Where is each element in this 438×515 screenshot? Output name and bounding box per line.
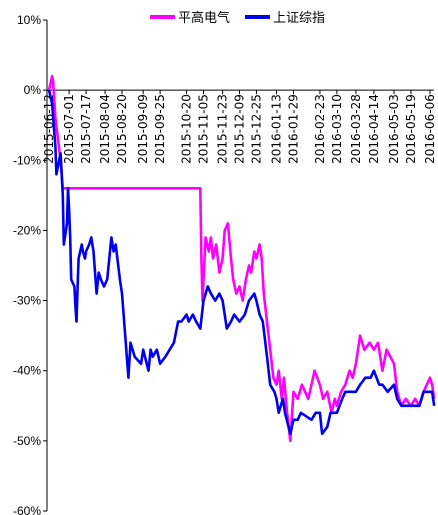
y-tick-label: -20%	[13, 223, 41, 237]
series-line-pinggao	[47, 74, 436, 443]
x-tick-label: 2016-05-19	[404, 94, 418, 164]
x-tick-label: 2016-03-28	[349, 94, 363, 164]
y-tick-label: 10%	[17, 13, 41, 27]
y-tick-label: -50%	[13, 434, 41, 448]
y-tick-label: -40%	[13, 364, 41, 378]
x-tick-label: 2015-11-05	[197, 94, 211, 164]
y-axis: 10% 0% -10% -20% -30% -40% -50% -60%	[13, 13, 48, 515]
x-axis: 2015-06-12 2015-07-01 2015-07-17 2015-08-04…	[42, 89, 437, 164]
x-tick-label: 2015-09-09	[136, 94, 150, 164]
series-line-shanghai-composite	[47, 89, 436, 436]
x-tick-label: 2015-07-01	[62, 94, 76, 164]
x-tick-label: 2015-08-20	[115, 94, 129, 164]
x-tick-label: 2016-04-14	[367, 94, 381, 164]
x-tick-label: 2015-12-09	[233, 94, 247, 164]
x-tick-label: 2016-01-29	[286, 94, 300, 164]
legend-label-pinggao: 平高电气	[178, 10, 230, 26]
y-tick-label: 0%	[24, 83, 42, 97]
x-tick-label: 2015-09-25	[153, 94, 167, 164]
y-tick-label: -60%	[13, 504, 41, 515]
x-tick-label: 2016-06-06	[423, 94, 437, 164]
x-tick-label: 2015-08-04	[98, 94, 112, 164]
y-tick-label: -10%	[13, 153, 41, 167]
x-tick-label: 2016-05-03	[387, 94, 401, 164]
y-tick-label: -30%	[13, 294, 41, 308]
x-tick-label: 2015-11-23	[216, 94, 230, 164]
x-tick-label: 2016-03-10	[330, 94, 344, 164]
series-lines	[47, 74, 436, 443]
x-tick-label: 2015-12-25	[249, 94, 263, 164]
x-tick-label: 2016-02-23	[313, 94, 327, 164]
x-tick-label: 2015-07-17	[79, 94, 93, 164]
x-tick-label: 2015-10-20	[180, 94, 194, 164]
legend: 平高电气 上证综指	[150, 10, 325, 26]
x-tick-label: 2016-01-13	[270, 94, 284, 164]
legend-label-shanghai-composite: 上证综指	[273, 11, 325, 26]
